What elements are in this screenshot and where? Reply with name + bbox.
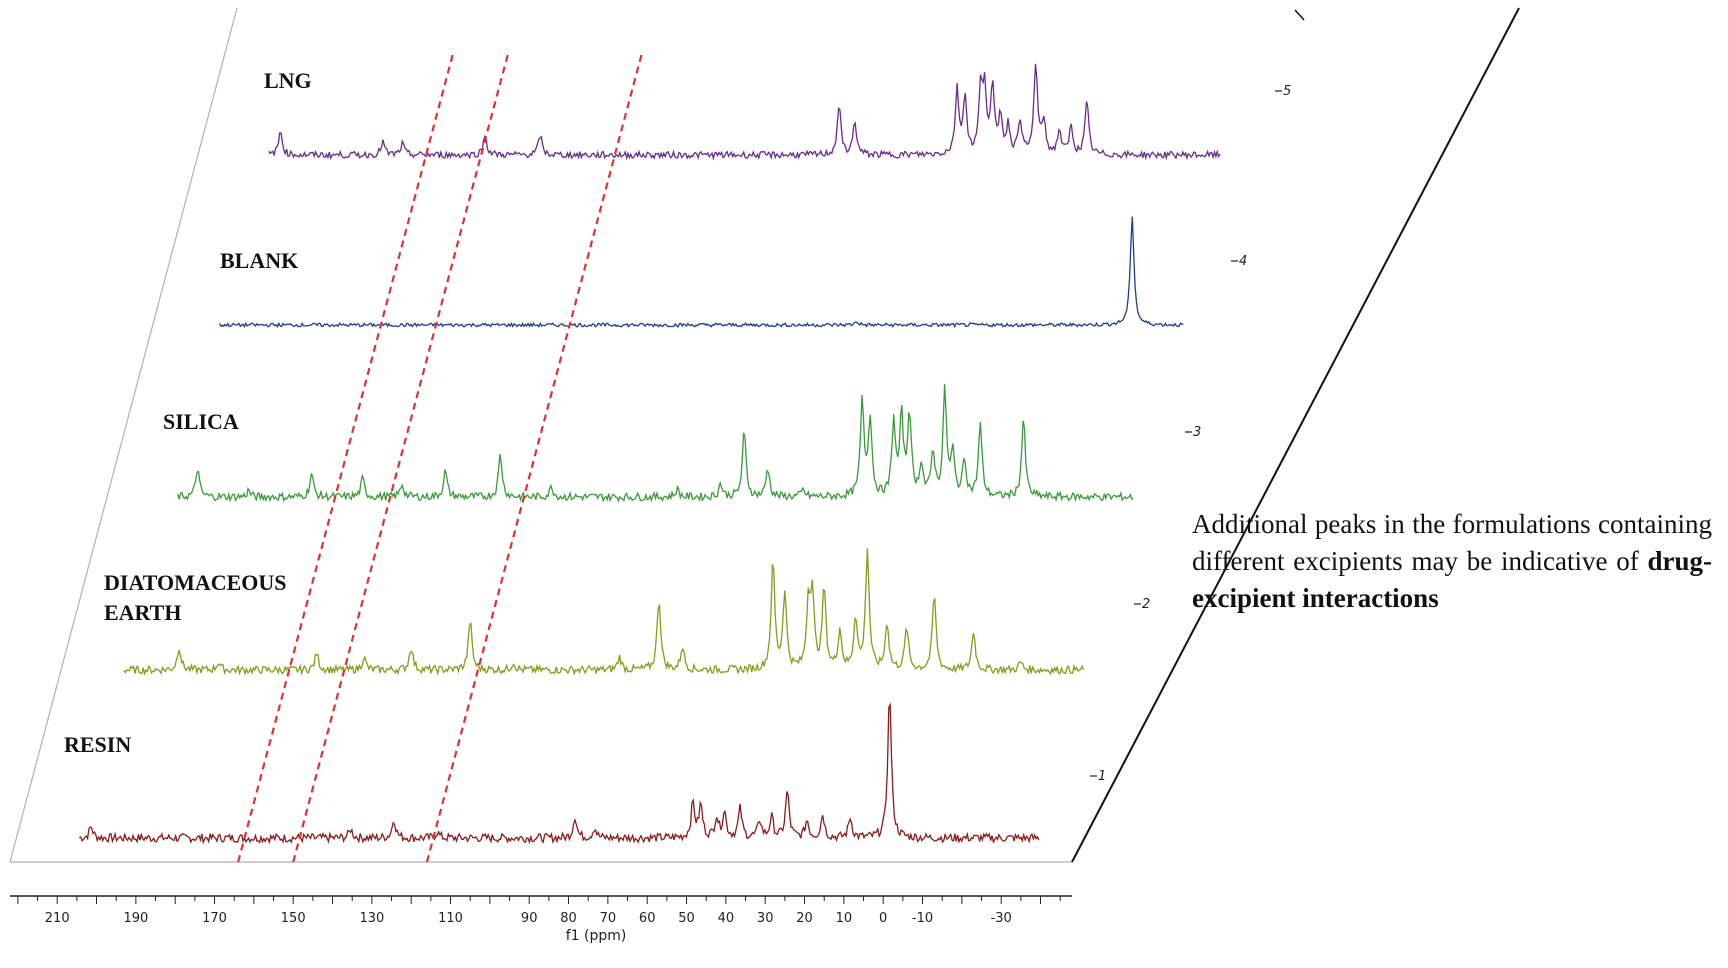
frame-right-edge — [1071, 7, 1520, 863]
dashed-guide-line — [292, 51, 510, 863]
series-label-resin: RESIN — [64, 732, 131, 757]
spectra-traces — [79, 63, 1221, 845]
dashed-guide-line — [425, 51, 644, 863]
x-tick-label: -30 — [991, 911, 1012, 926]
x-tick-label: 30 — [757, 911, 774, 926]
trace-lng — [268, 63, 1221, 161]
annotation-bold-text: drug-excipient interactions — [1192, 546, 1712, 613]
x-axis: 210 190 170 150 130 110 90 80 70 60 50 40 30 20 10 0 -10… — [10, 895, 1072, 944]
series-label-silica: SILICA — [163, 409, 239, 434]
trace-blank — [219, 216, 1184, 329]
frame-left-edge — [9, 7, 238, 863]
x-tick-label: 10 — [836, 911, 853, 926]
x-tick-label: 210 — [45, 911, 70, 926]
frame-corner-mark — [1294, 9, 1305, 21]
series-label-lng: LNG — [264, 68, 312, 93]
x-tick-label: 110 — [438, 911, 463, 926]
stack-tick-label: 4 — [1239, 254, 1247, 269]
series-label-blank: BLANK — [220, 248, 298, 273]
trace-resin — [79, 702, 1040, 845]
series-names: RESIN DIATOMACEOUS EARTH SILICA BLANK LNG — [64, 68, 312, 757]
x-tick-label: 40 — [718, 911, 735, 926]
x-tick-label: 170 — [202, 911, 227, 926]
x-tick-label: 70 — [600, 911, 617, 926]
x-tick-label: 0 — [879, 911, 887, 926]
dashed-guide-line — [237, 51, 455, 863]
dashed-guide-lines — [237, 51, 644, 863]
annotation-text: Additional peaks in the formulations con… — [1192, 506, 1712, 617]
x-tick-label: 80 — [560, 911, 577, 926]
annotation-plain-text: Additional peaks in the formulations con… — [1192, 509, 1712, 576]
series-label-diatomaceous-earth: DIATOMACEOUS EARTH — [104, 570, 287, 625]
stack-axis: 1 2 3 4 5 — [1090, 84, 1291, 784]
x-tick-label: 20 — [796, 911, 813, 926]
x-tick-label: -10 — [912, 911, 933, 926]
chart-frame — [9, 7, 1520, 863]
x-tick-label: 60 — [639, 911, 656, 926]
x-tick-label: 190 — [123, 911, 148, 926]
stack-tick-label: 1 — [1098, 769, 1106, 784]
x-tick-label: 150 — [281, 911, 306, 926]
x-tick-label: 50 — [678, 911, 695, 926]
x-tick-label: 130 — [359, 911, 384, 926]
x-tick-label: 90 — [521, 911, 538, 926]
trace-silica — [177, 384, 1134, 503]
x-axis-title: f1 (ppm) — [566, 928, 627, 944]
stack-tick-label: 2 — [1142, 597, 1150, 612]
stack-tick-label: 3 — [1193, 425, 1201, 440]
stack-tick-label: 5 — [1283, 84, 1291, 99]
trace-diatomaceous-earth — [123, 548, 1085, 676]
